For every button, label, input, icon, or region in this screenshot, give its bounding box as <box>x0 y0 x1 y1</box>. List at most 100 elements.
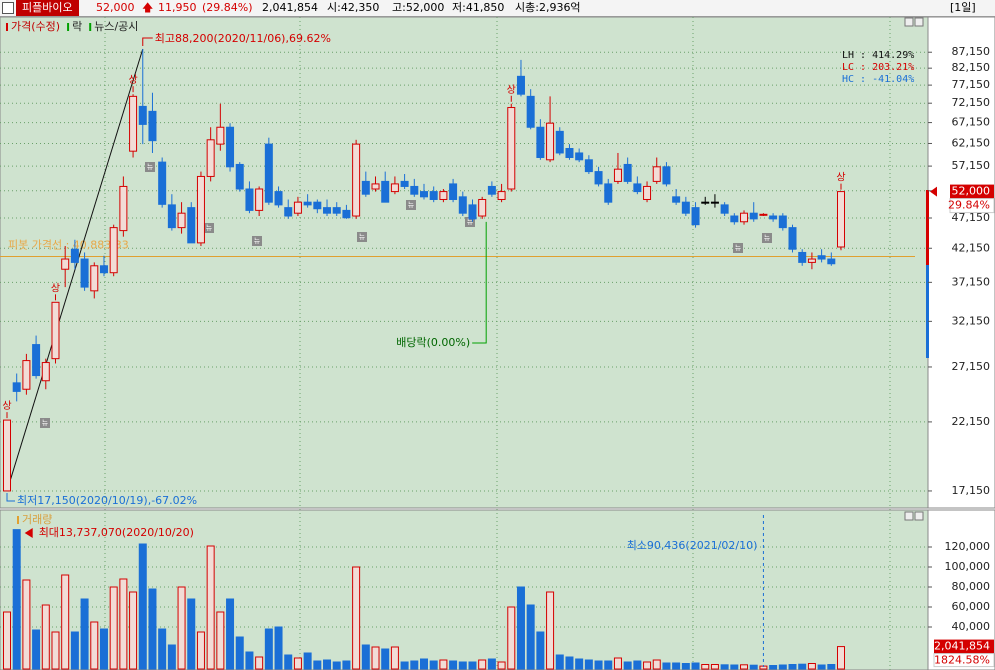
checkbox[interactable] <box>2 2 14 14</box>
volume-bar <box>129 591 138 670</box>
y-tick-label: 17,150 <box>952 484 991 497</box>
stock-name[interactable]: 피플바이오 <box>16 0 79 16</box>
volume-title: 거래량 <box>22 513 52 526</box>
panel-button[interactable] <box>904 511 914 521</box>
limit-up-label: 상 <box>2 400 11 412</box>
volume-bar <box>109 586 118 670</box>
candle-body <box>148 110 157 142</box>
y-tick-label: 87,150 <box>952 45 991 58</box>
candle-body <box>22 360 31 390</box>
volume-bar <box>439 659 448 670</box>
candle-body <box>119 185 128 232</box>
candle-body <box>468 204 477 220</box>
max-marker <box>24 528 33 538</box>
stat: HC : -41.04% <box>842 74 914 85</box>
candle-body <box>255 188 264 211</box>
volume-bar <box>720 664 729 670</box>
volume-change-box <box>933 653 995 668</box>
volume-bar <box>536 631 545 670</box>
volume-bar <box>352 566 361 670</box>
candle-body <box>196 175 205 244</box>
news-icon <box>40 418 50 428</box>
limit-up-label: 상 <box>51 282 60 294</box>
candle-body <box>109 227 118 274</box>
legend-swatch <box>89 23 92 31</box>
candle-body <box>749 212 758 220</box>
candle-body <box>672 196 681 203</box>
change-label: 29.84% <box>948 199 990 212</box>
candle-body <box>206 139 215 177</box>
candle-body <box>226 126 235 168</box>
panel-button[interactable] <box>904 17 914 27</box>
dividend-pointer <box>472 221 487 344</box>
news-icon <box>465 217 475 227</box>
low-label: 최저17,150(2020/10/19),-67.02% <box>17 494 197 507</box>
price-marker <box>930 186 937 197</box>
candle-body <box>555 130 564 154</box>
change-pct: (29.84%) <box>202 1 253 14</box>
volume-bar <box>458 661 467 670</box>
candle-body <box>487 185 496 195</box>
volume-bar <box>177 586 186 670</box>
panel-button[interactable] <box>914 17 924 27</box>
volume-bar <box>749 664 758 670</box>
volume-bar <box>613 657 622 670</box>
volume-bar <box>778 664 787 670</box>
candle-body <box>410 185 419 195</box>
candle-body <box>691 207 700 226</box>
news-icon <box>762 233 772 243</box>
volume-bar <box>70 631 79 670</box>
y-tick-label: 60,000 <box>952 600 991 613</box>
candle-body <box>400 180 409 187</box>
volume-bar <box>361 644 370 670</box>
volume-bar <box>429 660 438 670</box>
volume-bar <box>41 604 50 670</box>
period[interactable]: [1일] <box>950 1 976 14</box>
candle-body <box>293 201 302 214</box>
volume-bar <box>196 631 205 670</box>
candle-body <box>807 258 816 263</box>
max-label: 최대13,737,070(2020/10/20) <box>39 526 194 539</box>
volume-bar <box>798 663 807 670</box>
candle-body <box>235 163 244 190</box>
y-tick-label: 82,150 <box>952 61 991 74</box>
volume-bar <box>449 660 458 670</box>
volume-bar <box>216 611 225 670</box>
volume-bar <box>623 661 632 670</box>
volume-bar <box>80 598 89 670</box>
volume-bar <box>691 662 700 670</box>
current-price: 52,000 <box>952 185 991 198</box>
volume-bar <box>710 664 719 670</box>
volume-bar <box>264 628 273 670</box>
volume-bar <box>584 659 593 670</box>
candle-body <box>313 201 322 210</box>
candle-body <box>681 201 690 214</box>
volume-bar <box>371 646 380 670</box>
legend-item: 가격(수정) <box>11 20 60 33</box>
panel-button[interactable] <box>914 511 924 521</box>
volume-bar <box>284 654 293 670</box>
volume-bar <box>643 661 652 670</box>
candle-body <box>80 258 89 288</box>
volume-bar <box>187 598 196 670</box>
candle-body <box>526 95 535 128</box>
news-icon <box>204 223 214 233</box>
candle-body <box>352 143 361 217</box>
candle-body <box>420 191 428 198</box>
y-tick-label: 72,150 <box>952 96 991 109</box>
candle-body <box>759 213 768 216</box>
news-icon-label: 뉴 <box>467 218 474 226</box>
volume-bar <box>303 652 312 670</box>
low-arrow <box>6 492 15 502</box>
candle-body <box>613 168 622 182</box>
candle-body <box>701 201 710 204</box>
candle-body <box>710 201 719 204</box>
high: 고:52,000 <box>392 1 445 14</box>
candle-body <box>584 159 593 173</box>
volume-bar <box>400 661 409 670</box>
y-tick-label: 22,150 <box>952 415 991 428</box>
candle-body <box>274 191 283 206</box>
candle-body <box>264 143 273 203</box>
candle-body <box>478 198 487 217</box>
news-icon-label: 뉴 <box>206 224 213 232</box>
